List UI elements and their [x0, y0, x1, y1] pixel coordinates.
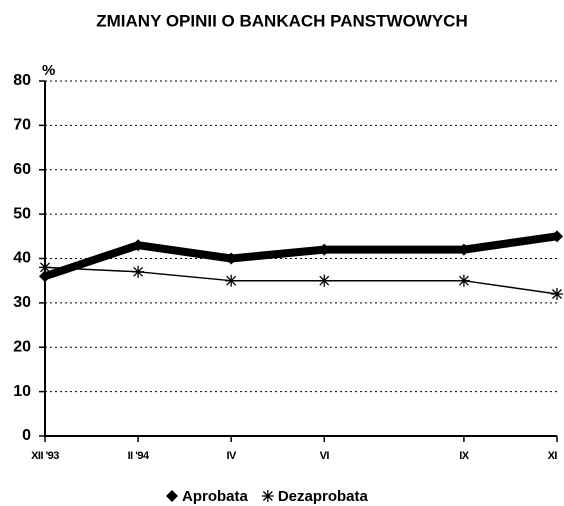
- marker: [551, 288, 563, 300]
- marker: [225, 252, 238, 265]
- y-tick-label: 10: [13, 383, 31, 400]
- legend-label: Aprobata: [182, 488, 248, 505]
- marker: [39, 270, 51, 283]
- x-tick-label: IV: [226, 450, 237, 462]
- marker: [457, 243, 470, 256]
- x-tick-label: XI: [548, 450, 558, 462]
- marker: [457, 274, 470, 287]
- legend-marker: [261, 490, 274, 502]
- y-tick-label: 20: [13, 338, 31, 355]
- marker: [318, 243, 331, 256]
- y-tick-label: 40: [13, 250, 31, 267]
- chart-title: ZMIANY OPINII O BANKACH PANSTWOWYCH: [96, 11, 467, 30]
- y-axis-label: %: [42, 62, 55, 79]
- marker: [318, 274, 331, 287]
- marker: [225, 274, 238, 287]
- x-tick-label: XII '93: [31, 450, 59, 462]
- y-tick-label: 50: [13, 205, 31, 222]
- marker: [39, 261, 51, 274]
- y-tick-label: 60: [13, 161, 31, 178]
- legend-marker: [166, 490, 178, 502]
- y-tick-label: 30: [13, 294, 31, 311]
- marker: [132, 239, 145, 252]
- y-tick-label: 70: [13, 117, 31, 134]
- marker: [551, 230, 563, 243]
- marker: [132, 265, 145, 278]
- legend-label: Dezaprobata: [278, 488, 369, 505]
- y-tick-label: 0: [22, 427, 31, 444]
- x-tick-label: IX: [459, 450, 470, 462]
- x-tick-label: VI: [320, 450, 330, 462]
- x-tick-label: II '94: [128, 450, 150, 462]
- y-tick-label: 80: [13, 72, 31, 89]
- series-line: [43, 232, 558, 281]
- series-line: [44, 266, 558, 295]
